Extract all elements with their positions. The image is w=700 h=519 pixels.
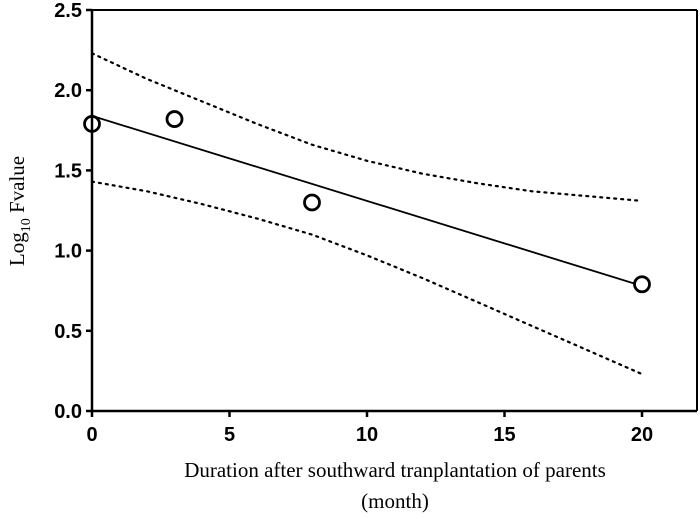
lower-confidence-band (90, 180, 644, 376)
upper-confidence-band (90, 52, 644, 202)
y-tick-label: 0.0 (54, 401, 82, 423)
data-point (165, 110, 184, 128)
y-tick-label: 1.5 (54, 160, 82, 182)
regression-line (91, 115, 643, 287)
y-tick-label: 1.0 (54, 241, 82, 263)
x-axis-title: Duration after southward tranplantation … (184, 458, 606, 482)
x-tick-label: 0 (86, 424, 97, 446)
y-tick-label: 0.5 (54, 321, 82, 343)
data-point (303, 193, 321, 212)
y-tick-label: 2.0 (54, 80, 82, 102)
axes: 0.0 0.5 1.0 1.5 2.0 2.5 0 5 10 15 20 (54, 0, 698, 446)
x-axis-title-unit: (month) (361, 489, 429, 513)
y-axis-title-log: Log (5, 232, 29, 266)
x-tick-label: 20 (631, 424, 653, 446)
x-tick-label: 15 (493, 424, 515, 446)
y-axis-title: Log10 Fvalue (5, 156, 34, 266)
data-point (633, 275, 651, 294)
y-tick-label: 2.5 (54, 0, 82, 22)
plot-area (83, 52, 651, 376)
x-tick-label: 10 (356, 424, 378, 446)
x-tick-label: 5 (224, 424, 235, 446)
y-axis-title-quantity: Fvalue (5, 156, 29, 218)
y-axis-title-subscript: 10 (19, 218, 34, 232)
